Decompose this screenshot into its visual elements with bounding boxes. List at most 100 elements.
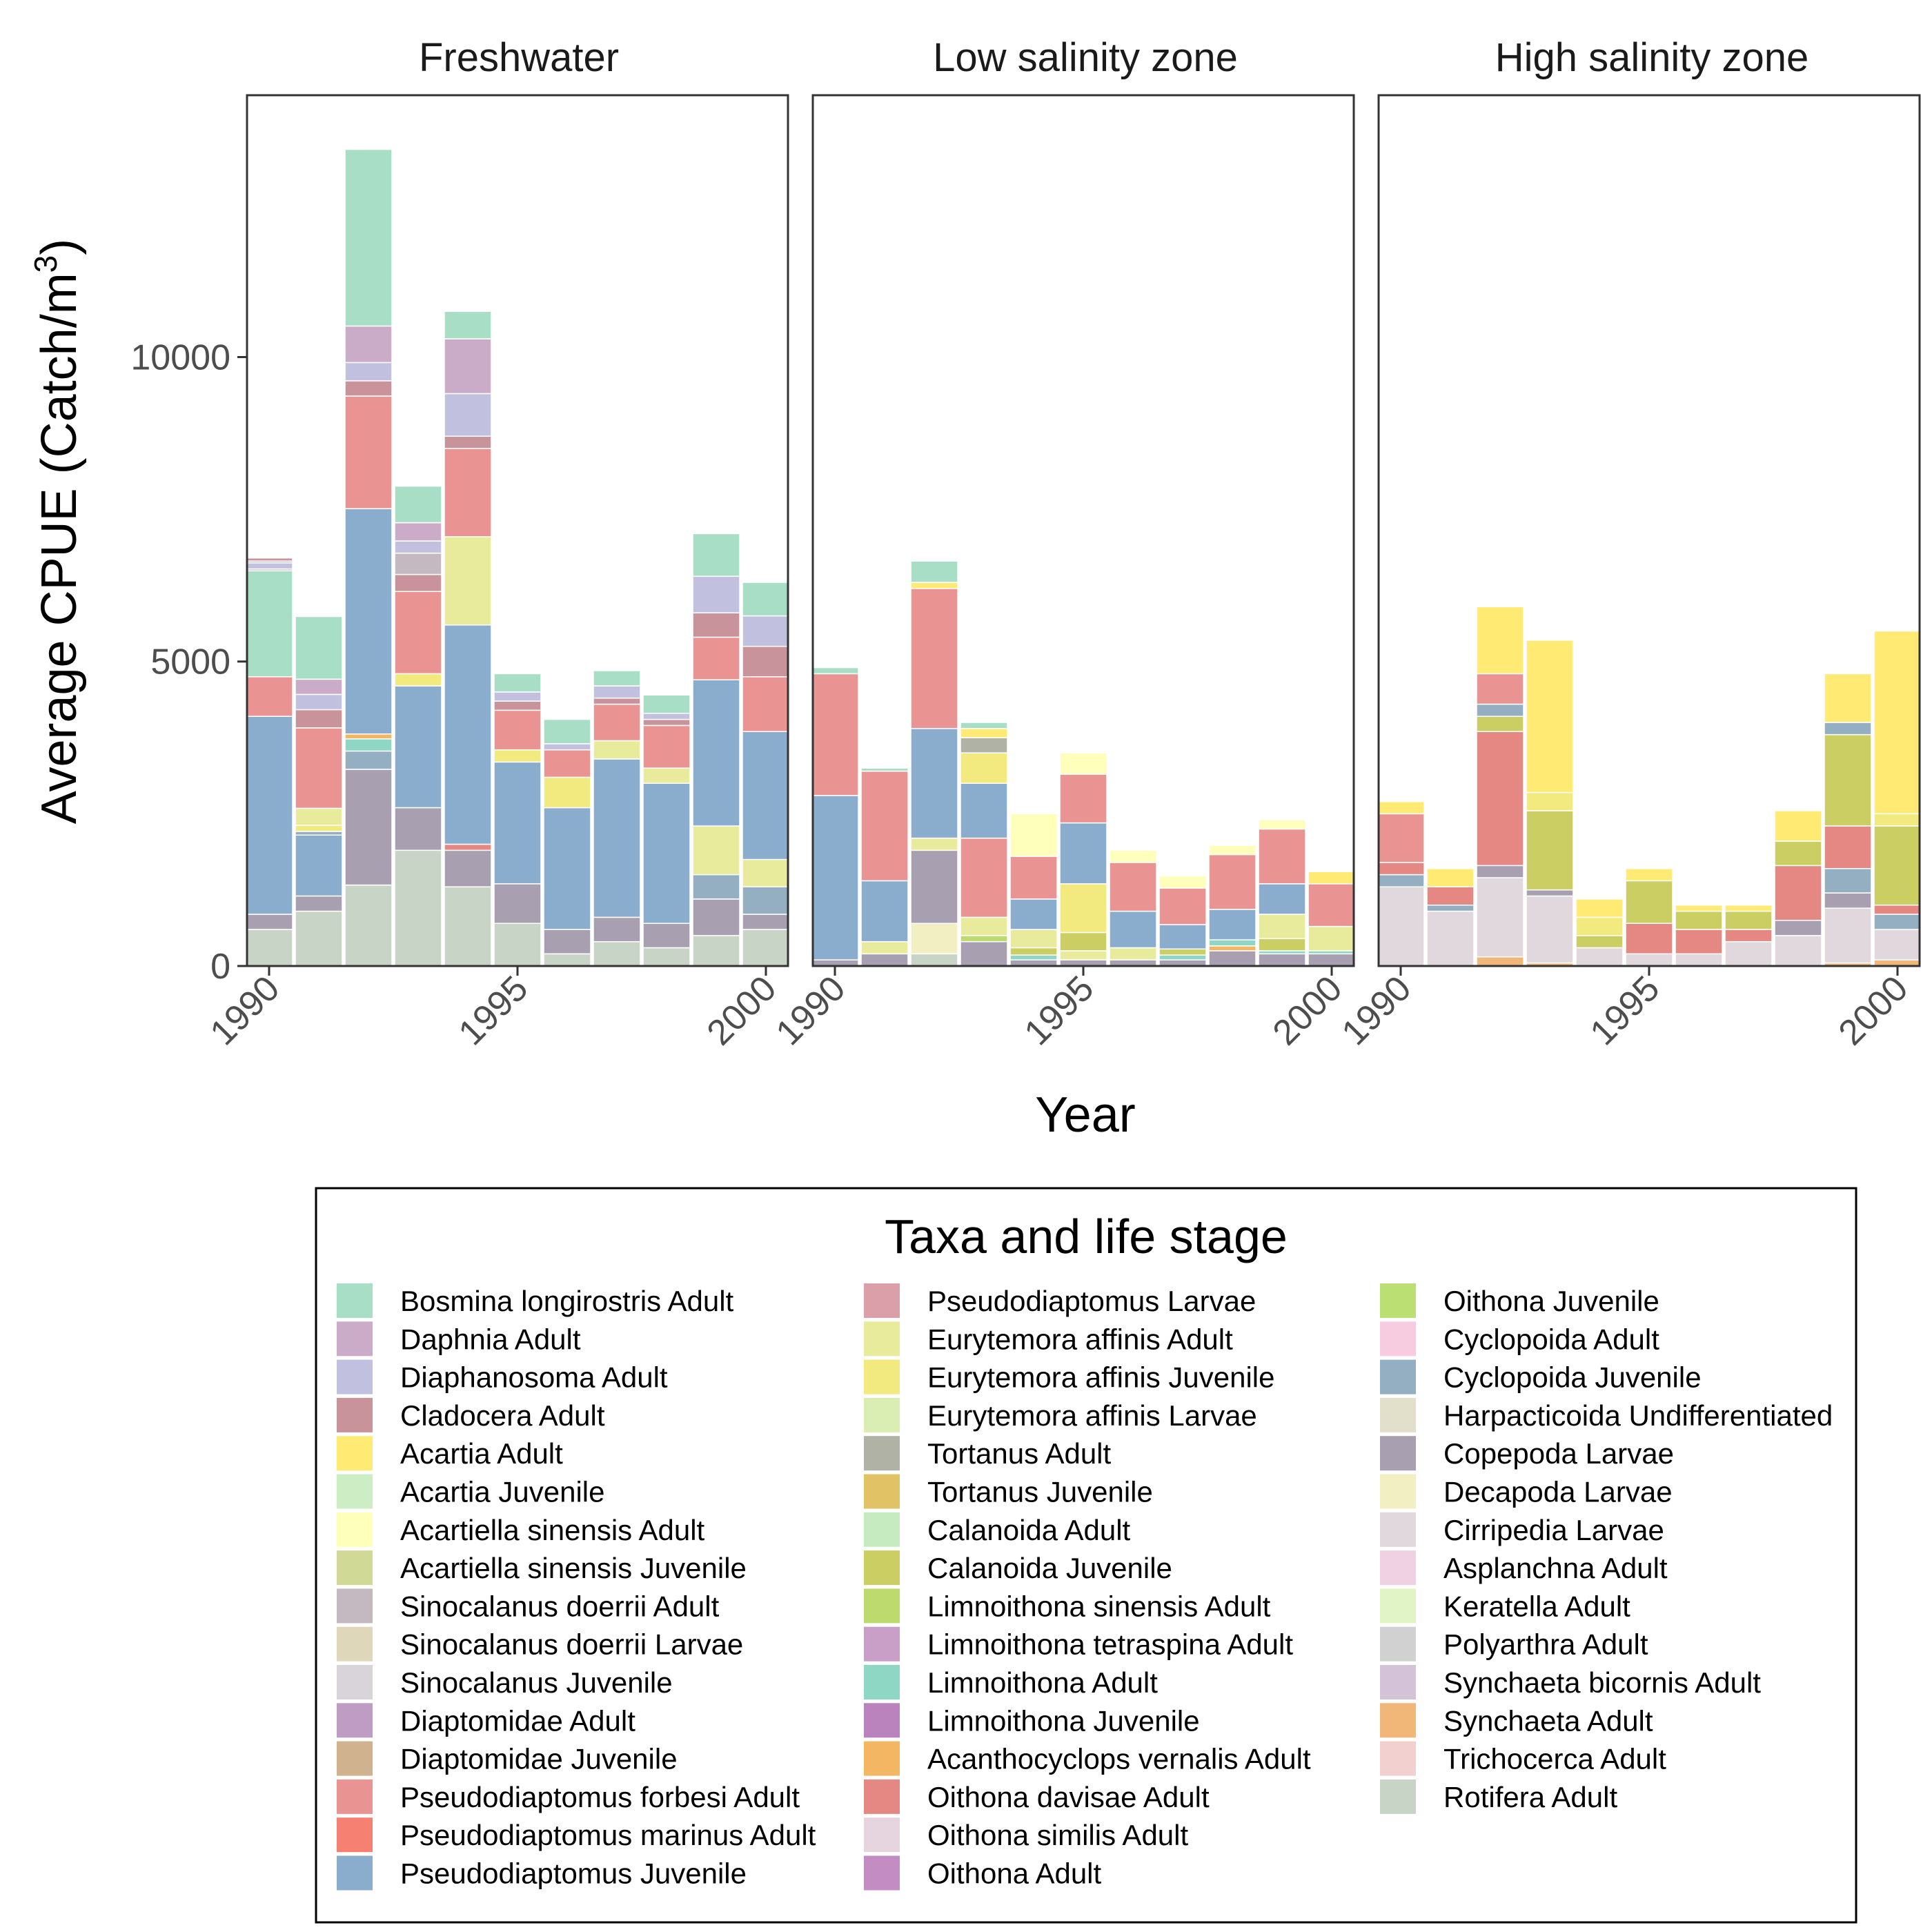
bar-segment (692, 935, 740, 967)
bar-segment (344, 769, 393, 886)
legend-label: Eurytemora affinis Juvenile (927, 1361, 1274, 1394)
legend-swatch (337, 1436, 373, 1471)
bar-segment (1873, 904, 1922, 915)
bar-stack (1476, 606, 1524, 967)
bar-segment (960, 752, 1008, 784)
bar-stack (444, 310, 492, 967)
legend-item: Cyclopoida Adult (1380, 1321, 1659, 1357)
bar-segment (344, 395, 393, 509)
bar-segment (295, 693, 343, 711)
bar-segment (493, 923, 542, 967)
bar-segment (1774, 810, 1822, 842)
bar-stack (295, 615, 343, 967)
legend-swatch (864, 1397, 900, 1432)
bar-segment (444, 536, 492, 626)
bar-segment (1208, 939, 1256, 947)
legend-label: Tortanus Juvenile (927, 1476, 1153, 1508)
bar-segment (960, 728, 1008, 738)
bar-segment (960, 737, 1008, 753)
legend-label: Rotifera Adult (1443, 1781, 1617, 1813)
legend-swatch (1380, 1359, 1416, 1394)
bar-segment (593, 703, 641, 742)
legend-label: Oithona Juvenile (1443, 1285, 1659, 1317)
bar-segment (1476, 716, 1524, 732)
bar-stack (1059, 752, 1107, 967)
legend-item: Asplanchna Adult (1380, 1550, 1668, 1586)
bar-segment (394, 552, 442, 575)
bar-segment (394, 849, 442, 967)
legend-swatch (864, 1588, 900, 1624)
legend-item: Bosmina longirostris Adult (337, 1283, 734, 1318)
legend-item: Copepoda Larvae (1380, 1436, 1674, 1471)
legend-label: Harpacticoida Undifferentiated (1443, 1399, 1833, 1432)
bar-segment (1009, 947, 1058, 956)
bar-segment (692, 636, 740, 680)
bar-segment (295, 910, 343, 967)
bar-segment (1059, 950, 1107, 960)
bar-stack (245, 557, 293, 967)
legend-swatch (864, 1550, 900, 1586)
bar-segment (742, 858, 790, 888)
bar-stack (910, 560, 958, 967)
x-tick-label: 1995 (451, 968, 536, 1053)
bar-segment (1724, 910, 1773, 930)
legend-item: Limnoithona sinensis Adult (864, 1588, 1271, 1624)
legend-swatch (337, 1359, 373, 1394)
y-axis: 0 5000 10000 (130, 337, 247, 987)
legend-item: Oithona Adult (864, 1855, 1102, 1891)
bar-segment (444, 448, 492, 538)
legend-swatch (864, 1512, 900, 1547)
bar-segment (593, 670, 641, 687)
bar-segment (1575, 916, 1624, 936)
legend-label: Acartiella sinensis Adult (400, 1514, 705, 1546)
legend-swatch (1380, 1550, 1416, 1586)
bar-segment (543, 718, 591, 745)
legend-item: Harpacticoida Undifferentiated (1380, 1397, 1833, 1432)
bar-segment (593, 740, 641, 760)
legend-item: Calanoida Juvenile (864, 1550, 1172, 1586)
legend-item: Eurytemora affinis Juvenile (864, 1359, 1274, 1394)
bar-segment (1308, 953, 1356, 967)
legend-item: Keratella Adult (1380, 1588, 1630, 1624)
legend-swatch (864, 1359, 900, 1394)
bar-segment (444, 435, 492, 449)
legend-label: Calanoida Adult (927, 1514, 1131, 1546)
bar-segment (493, 761, 542, 885)
y-tick-label: 5000 (150, 642, 230, 682)
legend-item: Cladocera Adult (337, 1397, 605, 1432)
bar-segment (1724, 904, 1773, 912)
legend-swatch (337, 1512, 373, 1547)
legend-swatch (337, 1817, 373, 1853)
bar-segment (1625, 923, 1673, 955)
legend-item: Trichocerca Adult (1380, 1741, 1666, 1776)
legend-swatch (1380, 1474, 1416, 1509)
legend-swatch (864, 1474, 900, 1509)
bar-segment (1476, 606, 1524, 675)
bar-segment (295, 615, 343, 680)
bar-segment (811, 795, 859, 960)
legend-label: Acartiella sinensis Juvenile (400, 1552, 747, 1584)
bar-segment (642, 713, 691, 720)
bar-segment (295, 709, 343, 729)
legend-swatch (337, 1321, 373, 1357)
bar-segment (1426, 886, 1475, 906)
bar-segment (642, 694, 691, 714)
bar-segment (543, 929, 591, 955)
legend-item: Limnoithona Juvenile (864, 1703, 1200, 1738)
bar-segment (295, 727, 343, 809)
bar-segment (1824, 673, 1872, 723)
bar-segment (344, 738, 393, 752)
bar-segment (394, 573, 442, 593)
legend-swatch (1380, 1626, 1416, 1662)
x-tick-label: 2000 (1265, 968, 1350, 1053)
legend-item: Eurytemora affinis Larvae (864, 1397, 1257, 1432)
legend-swatch (337, 1397, 373, 1432)
bar-segment (692, 612, 740, 638)
bar-segment (1159, 887, 1207, 925)
bar-stack (1724, 904, 1773, 967)
legend-swatch (337, 1626, 373, 1662)
legend-swatch (864, 1741, 900, 1776)
bar-segment (811, 667, 859, 675)
bar-segment (1625, 868, 1673, 882)
